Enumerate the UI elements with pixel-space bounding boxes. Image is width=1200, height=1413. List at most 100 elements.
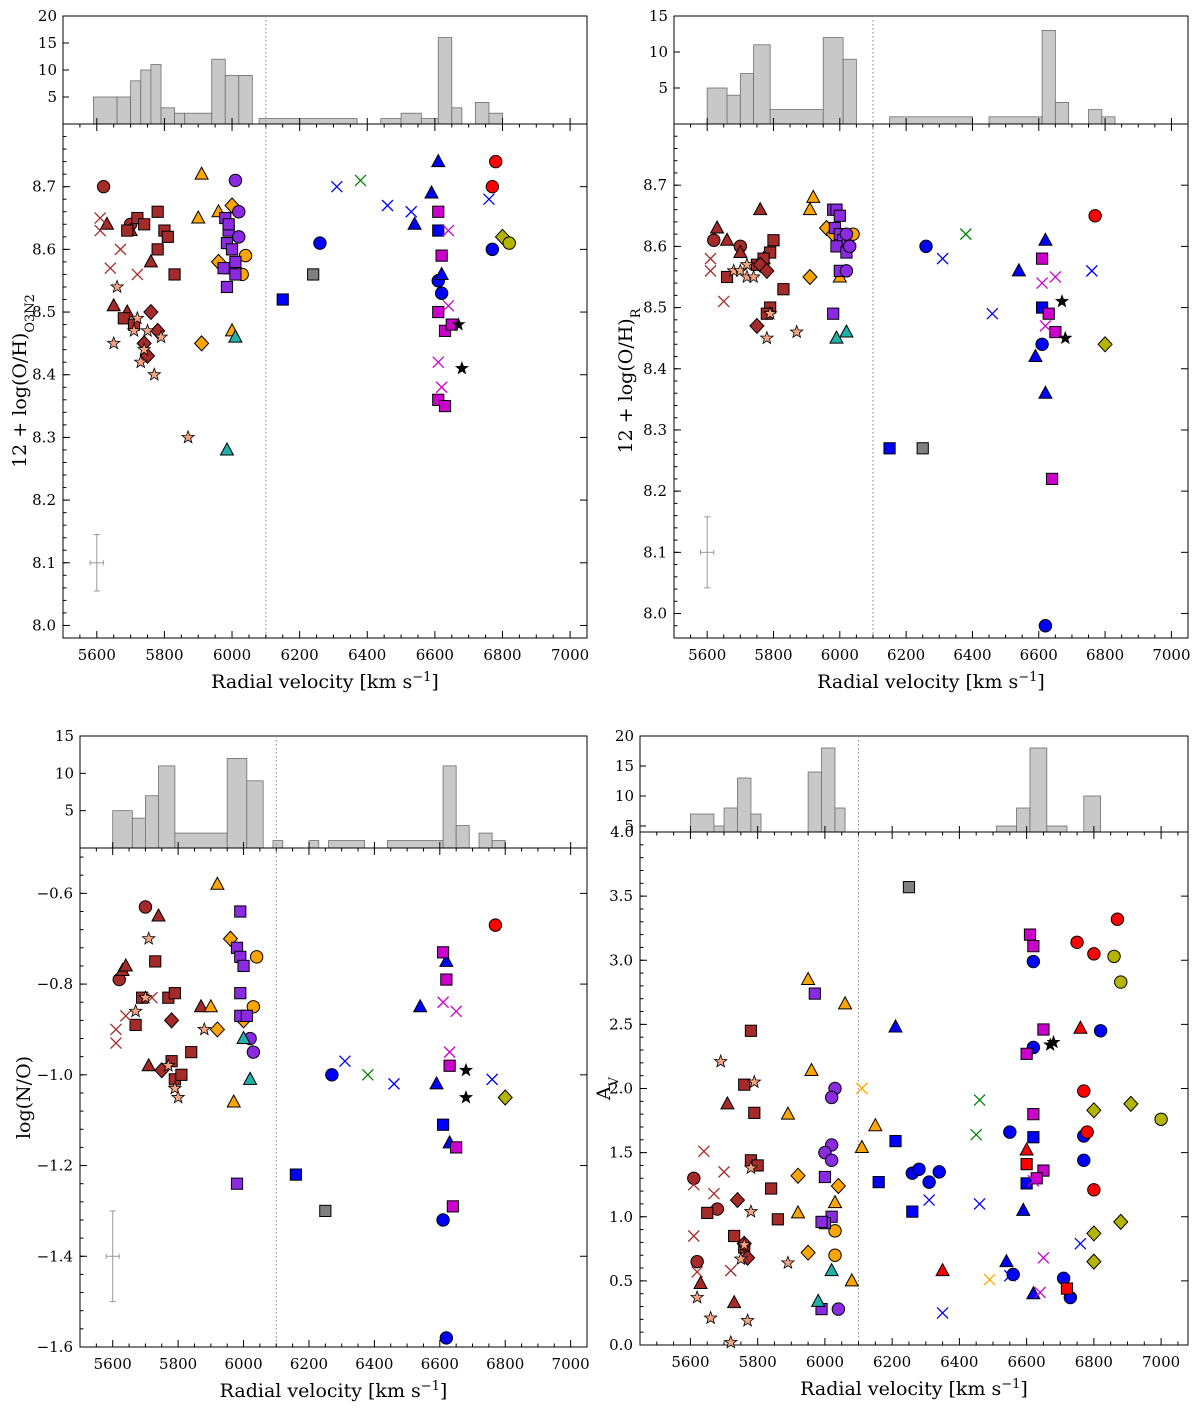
- data-point: [732, 244, 748, 258]
- data-point: [1123, 1095, 1139, 1113]
- data-point: [919, 239, 933, 254]
- histogram-bar: [442, 765, 457, 849]
- y-tick-label: −0.6: [37, 884, 73, 902]
- data-point: [839, 227, 854, 241]
- data-point: [289, 1168, 302, 1181]
- histogram-bar: [1029, 747, 1048, 833]
- data-point: [146, 367, 162, 381]
- data-point: [777, 283, 790, 296]
- scatter-panel: 5600 5800 6000 6200 6400 6600 6800 7000 0.0 0.5 1.…: [593, 831, 1189, 1400]
- histogram-bar: [1054, 102, 1070, 125]
- data-point: [436, 1118, 450, 1131]
- data-point: [1038, 232, 1053, 246]
- histogram-bar: [455, 825, 470, 849]
- x-tick-label: 6200: [887, 646, 925, 664]
- data-point: [138, 990, 153, 1004]
- x-tick-label: 6600: [1008, 1353, 1046, 1371]
- panel-1: 5 10 15 20 5600 5800 6000 6200 6400 6600 6800 7000 8…: [9, 7, 589, 693]
- y-tick-label: −1.0: [37, 1066, 73, 1084]
- hist-ytick-label: 5: [64, 802, 74, 820]
- data-point: [830, 240, 843, 253]
- data-point: [141, 1057, 157, 1072]
- y-tick-label: 8.6: [643, 237, 667, 255]
- data-point: [126, 323, 142, 338]
- histogram-bar: [246, 780, 264, 849]
- data-point: [234, 987, 247, 1000]
- data-point: [1028, 348, 1043, 363]
- x-tick-label: 6400: [940, 1353, 978, 1371]
- histogram-bar: [475, 102, 490, 125]
- x-tick-label: 6800: [486, 1355, 524, 1373]
- hist-ytick-label: 20: [38, 7, 57, 25]
- x-tick-label: 7000: [1142, 1353, 1180, 1371]
- data-point: [502, 236, 516, 250]
- y-tick-label: 2.5: [609, 1015, 633, 1033]
- data-point: [824, 1090, 839, 1105]
- data-point: [439, 953, 454, 967]
- data-point: [225, 243, 239, 256]
- data-point: [1042, 307, 1055, 320]
- data-point: [1003, 1125, 1017, 1139]
- data-point: [440, 973, 453, 986]
- data-point: [432, 224, 445, 237]
- data-point: [163, 1012, 180, 1029]
- data-point: [986, 307, 999, 320]
- data-point: [131, 268, 144, 281]
- data-point: [220, 280, 234, 294]
- histogram-bar: [328, 840, 365, 849]
- data-point: [149, 955, 162, 968]
- y-tick-label: 8.2: [643, 482, 667, 500]
- histogram-bar: [174, 112, 186, 125]
- histogram-bar: [488, 112, 503, 125]
- data-points: [687, 881, 1168, 1349]
- histogram-bar: [238, 75, 253, 125]
- data-point: [830, 1177, 847, 1195]
- data-point: [805, 189, 821, 203]
- data-point: [1113, 1213, 1129, 1231]
- data-point: [691, 1265, 704, 1278]
- data-point: [736, 1237, 752, 1252]
- histogram: 5 10 15 20: [38, 7, 588, 125]
- data-point: [889, 1134, 902, 1148]
- histogram-bar: [145, 795, 159, 849]
- data-point: [141, 931, 156, 945]
- data-point: [325, 1068, 339, 1082]
- data-point: [1027, 1174, 1040, 1187]
- data-point: [1087, 947, 1101, 961]
- data-point: [744, 1024, 758, 1037]
- hist-ytick-label: 5: [47, 88, 57, 106]
- histogram-bar: [750, 813, 762, 833]
- histogram-bar: [739, 73, 754, 125]
- y-axis-label: log(N/O): [13, 1056, 35, 1139]
- hist-ytick-label: 10: [38, 61, 57, 79]
- data-point: [1035, 337, 1049, 351]
- data-point: [438, 324, 452, 337]
- hist-ytick-label: 5: [624, 817, 634, 835]
- error-bar: [105, 1210, 120, 1303]
- data-point: [138, 218, 151, 231]
- data-point: [435, 249, 448, 262]
- data-point: [1023, 928, 1037, 941]
- data-point: [228, 329, 243, 343]
- data-point: [424, 184, 439, 199]
- data-point: [429, 1075, 444, 1090]
- data-point: [824, 1262, 839, 1277]
- data-point: [729, 1191, 746, 1209]
- data-point: [707, 233, 721, 247]
- data-point: [804, 1062, 819, 1077]
- data-point: [1086, 1253, 1102, 1270]
- data-point: [432, 205, 445, 218]
- data-point: [999, 1253, 1014, 1268]
- data-point: [1037, 1164, 1050, 1177]
- data-point: [168, 268, 181, 281]
- y-tick-label: −1.6: [37, 1338, 73, 1356]
- data-point: [175, 1068, 188, 1081]
- data-point: [828, 1224, 842, 1238]
- x-tick-label: 6200: [281, 646, 319, 664]
- hist-ytick-label: 15: [55, 727, 74, 745]
- data-point: [1027, 1108, 1040, 1121]
- data-point: [973, 1094, 986, 1106]
- data-point: [912, 1162, 926, 1176]
- hist-ytick-label: 15: [615, 757, 634, 775]
- data-point: [701, 1206, 714, 1220]
